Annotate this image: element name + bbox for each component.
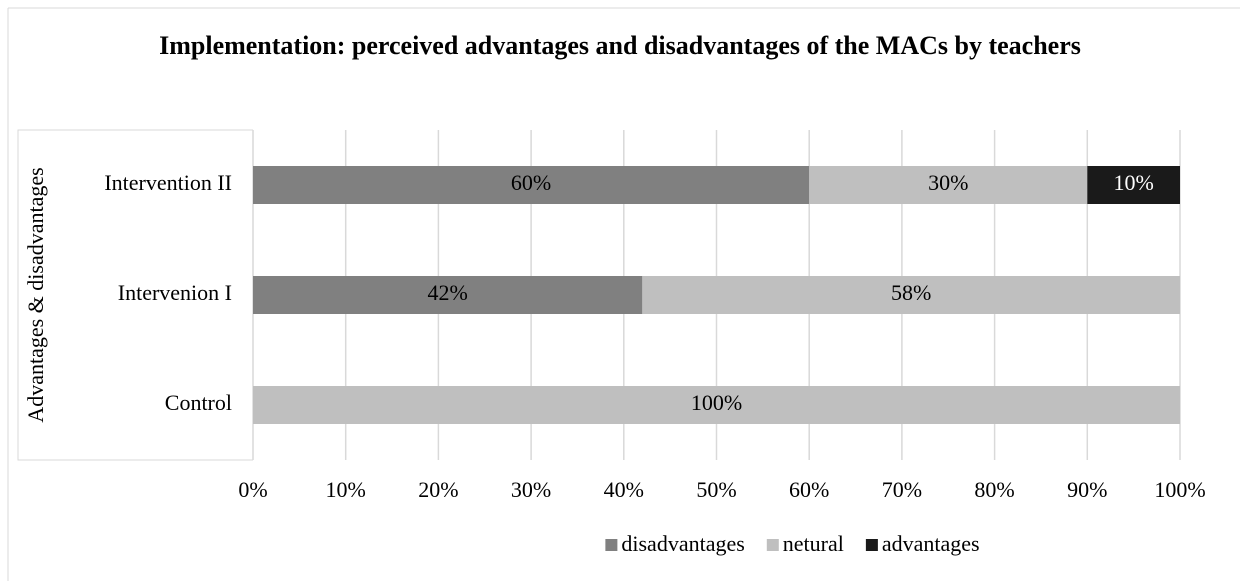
value-label: 30% (928, 170, 968, 195)
legend-swatch (865, 539, 878, 551)
value-label: 100% (691, 390, 742, 415)
bar-segment (253, 276, 643, 314)
y-tick-label: Control (165, 390, 232, 415)
x-tick-label: 10% (326, 477, 366, 502)
bar-segment (642, 276, 1180, 314)
x-tick-label: 30% (511, 477, 551, 502)
x-tick-label: 60% (789, 477, 829, 502)
bar-segment (1087, 166, 1180, 204)
x-tick-label: 0% (238, 477, 267, 502)
y-tick-label: Intervention II (104, 170, 232, 195)
x-tick-label: 20% (418, 477, 458, 502)
legend-swatch (766, 539, 779, 551)
x-tick-label: 70% (882, 477, 922, 502)
legend-label: netural (783, 531, 844, 556)
x-tick-label: 100% (1154, 477, 1205, 502)
labels: 0% 10% 20% 30% 40% 50% 60% 70% 80% 90% 100% Interve… (104, 170, 1205, 502)
chart-title: Implementation: perceived advantages and… (159, 31, 1081, 60)
value-label: 60% (511, 170, 551, 195)
value-label: 10% (1113, 170, 1153, 195)
axis-box (17, 129, 253, 461)
legend-label: advantages (882, 531, 980, 556)
legend: disadvantages netural advantages (605, 531, 980, 556)
legend-label: disadvantages (621, 531, 744, 556)
bars (253, 166, 1180, 424)
x-tick-label: 40% (604, 477, 644, 502)
bar-segment (809, 166, 1088, 204)
x-tick-label: 90% (1067, 477, 1107, 502)
bar-segment (253, 166, 810, 204)
legend-swatch (605, 539, 618, 551)
value-label: 58% (891, 280, 931, 305)
bar-segment (253, 386, 1180, 424)
y-axis-label: Advantages & disadvantages (23, 167, 48, 422)
x-tick-label: 50% (696, 477, 736, 502)
y-tick-label: Intervenion I (118, 280, 232, 305)
value-label: 42% (428, 280, 468, 305)
x-tick-label: 80% (974, 477, 1014, 502)
